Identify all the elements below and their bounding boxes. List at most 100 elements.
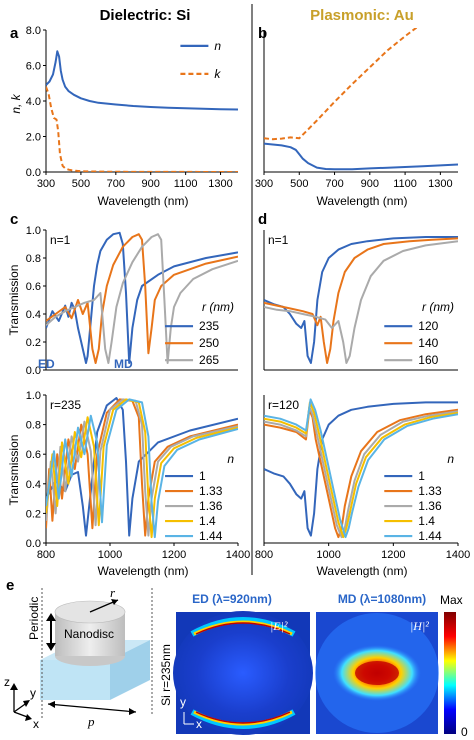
c_top-ytick-label: 0.0: [26, 365, 41, 377]
md-field-label: |H|²: [410, 619, 429, 633]
d_bottom-series-1_4: [264, 401, 458, 539]
a-xtick-label: 500: [72, 178, 90, 190]
c_bottom-ytick-label: 0.0: [26, 538, 41, 550]
c_top-ytick-label: 0.2: [26, 337, 41, 349]
ylabel-transmission-top: Transmission: [7, 265, 21, 336]
c_bottom-legend-label: 1: [199, 469, 206, 483]
c_bottom-series-1_4: [46, 398, 238, 539]
b-xtick-label: 500: [290, 178, 308, 190]
mark-md: MD: [114, 357, 133, 371]
c_top-ytick-label: 0.4: [26, 309, 41, 321]
c_bottom-annotation: r=235: [50, 398, 81, 412]
ylabel-nk: n, k: [9, 93, 23, 113]
d_top-series-140: [264, 237, 458, 364]
d_bottom-xtick-label: 1200: [381, 549, 405, 561]
a-ytick-label: 6.0: [26, 61, 41, 73]
ed-x-label: x: [196, 717, 202, 731]
chart-c-top: 0.0 0.2 0.4 0.6 0.8 1.0 n=1 r (nm) 235 250 265: [26, 225, 238, 377]
a-legend-label: n: [214, 39, 221, 53]
c_top-series-265: [46, 233, 238, 364]
ed-title: ED (λ=920nm): [192, 592, 272, 606]
d_bottom-xtick-label: 1000: [316, 549, 340, 561]
radius-arrowhead: [111, 599, 118, 605]
chart-d-top: n=1 r (nm) 120 140 160: [263, 230, 458, 371]
period-label: p: [87, 714, 95, 729]
chart-b-au-nk: 300 500 700 900 1100 1300: [255, 28, 458, 190]
c_bottom-legend-label: 1.44: [199, 529, 223, 543]
a-xtick-label: 1100: [174, 178, 198, 190]
b-xtick-label: 900: [361, 178, 379, 190]
axis-x-head: [25, 714, 32, 721]
a-xtick-label: 300: [37, 178, 55, 190]
ed-hotspot-bottom-core: [195, 711, 291, 724]
mark-ed: ED: [38, 357, 55, 371]
c_bottom-ytick-label: 1.0: [26, 390, 41, 402]
panel-label-a: a: [10, 25, 19, 42]
d_bottom-annotation: r=120: [268, 398, 299, 412]
period-arrowhead-left: [48, 701, 55, 708]
a-ytick-label: 0.0: [26, 167, 41, 179]
c_bottom-xtick-label: 1200: [162, 549, 186, 561]
c_bottom-xtick-label: 800: [37, 549, 55, 561]
panel-label-c: c: [10, 211, 18, 228]
title-dielectric: Dielectric: Si: [100, 7, 191, 24]
d_bottom-xtick-label: 800: [255, 549, 273, 561]
c_bottom-ytick-label: 0.8: [26, 420, 41, 432]
a-xtick-label: 900: [142, 178, 160, 190]
a-series-n: [46, 50, 238, 111]
c_top-annotation: n=1: [50, 233, 71, 247]
axis-z-label: z: [4, 675, 10, 689]
axis-z-head: [10, 683, 18, 690]
height-arrowhead-down: [46, 643, 56, 651]
b-series-n: [264, 142, 458, 171]
c_top-ytick-label: 0.6: [26, 281, 41, 293]
a-ytick-label: 2.0: [26, 132, 41, 144]
axis-y-head: [23, 700, 30, 707]
axis-y-label: y: [30, 686, 36, 700]
axis-x-label: x: [33, 717, 39, 731]
b-xtick-label: 1100: [393, 178, 417, 190]
ed-map-glow: [173, 611, 313, 735]
panel-label-d: d: [258, 211, 267, 228]
c_bottom-xtick-label: 1000: [98, 549, 122, 561]
b-xtick-label: 700: [325, 178, 343, 190]
radius-label: r: [110, 585, 116, 600]
substrate-front: [40, 660, 110, 700]
b-xtick-label: 1300: [428, 178, 452, 190]
colorbar: [444, 612, 456, 734]
schematic: r Nanodisc Periodic p z y x: [4, 585, 153, 731]
c_top-series-250: [46, 233, 238, 364]
md-title: MD (λ=1080nm): [338, 592, 426, 606]
c_bottom-series-1_44: [46, 398, 238, 539]
ed-hotspot-top: [193, 620, 293, 636]
colorbar-min: 0: [461, 725, 468, 739]
a-ytick-label: 4.0: [26, 96, 41, 108]
a-xtick-label: 1300: [208, 178, 232, 190]
md-field-map: MD (λ=1080nm) |H|²: [315, 592, 439, 734]
d_top-legend-label: 160: [418, 353, 438, 367]
d_bottom-series-1: [264, 401, 458, 537]
d_bottom-legend-label: 1: [418, 469, 425, 483]
panel-label-b: b: [258, 25, 267, 42]
d_bottom-legend-label: 1.33: [418, 484, 442, 498]
colorbar-max: Max: [440, 593, 463, 607]
d_top-legend-label: 120: [418, 319, 438, 333]
c_bottom-ytick-label: 0.6: [26, 449, 41, 461]
md-hotspot-core: [355, 661, 399, 685]
xlabel-d: Wavelength (nm): [317, 564, 408, 578]
c_top-legend-label: 265: [199, 353, 219, 367]
nanodisc-label: Nanodisc: [64, 627, 114, 641]
chart-d-bottom: 800 1000 1200 1400 r=120 n 11.331.361.41.44: [255, 395, 470, 561]
ed-hotspot-top-core: [195, 622, 291, 635]
c_bottom-legend-label: 1.36: [199, 499, 223, 513]
ed-y-label: y: [180, 695, 186, 709]
chart-c-bottom: 0.0 0.2 0.4 0.6 0.8 1.0 800 1000 1200 1400 r=235 n 1…: [26, 390, 251, 561]
panel-label-e: e: [6, 577, 14, 594]
xlabel-b: Wavelength (nm): [317, 194, 408, 208]
a-series-k: [46, 86, 238, 172]
c_top-legend-title: r (nm): [202, 300, 234, 314]
c_bottom-legend-title: n: [227, 452, 234, 466]
c_top-ytick-label: 0.8: [26, 253, 41, 265]
title-plasmonic: Plasmonic: Au: [310, 7, 414, 24]
